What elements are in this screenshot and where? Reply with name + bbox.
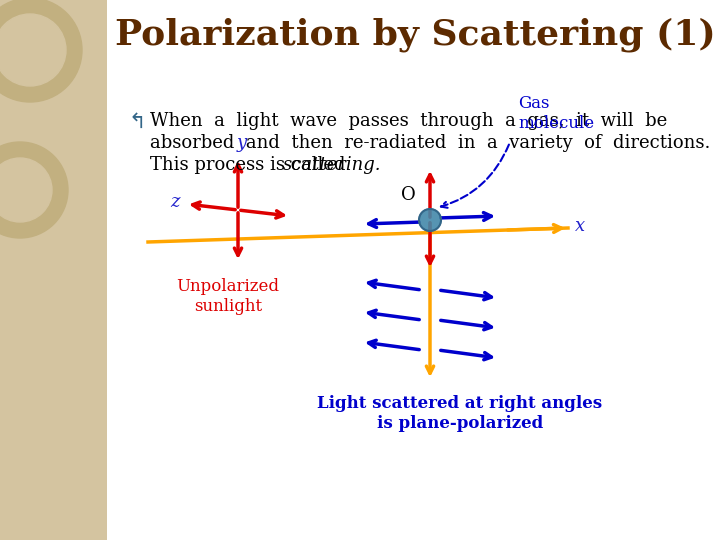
Circle shape (419, 209, 441, 231)
Text: Light scattered at right angles
is plane-polarized: Light scattered at right angles is plane… (318, 395, 603, 431)
Text: absorbed  and  then  re-radiated  in  a  variety  of  directions.: absorbed and then re-radiated in a varie… (150, 134, 711, 152)
Text: This process is called: This process is called (150, 156, 351, 174)
Circle shape (0, 158, 52, 222)
Text: Unpolarized
sunlight: Unpolarized sunlight (176, 278, 279, 315)
Text: Gas
molecule: Gas molecule (518, 96, 594, 132)
Circle shape (0, 0, 82, 102)
Text: ↰: ↰ (128, 112, 145, 132)
Text: x: x (575, 217, 585, 235)
Text: y: y (237, 134, 247, 152)
Text: When  a  light  wave  passes  through  a  gas,  it  will  be: When a light wave passes through a gas, … (150, 112, 667, 130)
Bar (0, 0, 107, 540)
Circle shape (0, 14, 66, 86)
Text: z: z (171, 193, 180, 211)
Text: scattering.: scattering. (283, 156, 382, 174)
Text: O: O (400, 186, 415, 204)
Text: Polarization by Scattering (1): Polarization by Scattering (1) (114, 18, 716, 52)
Circle shape (0, 142, 68, 238)
